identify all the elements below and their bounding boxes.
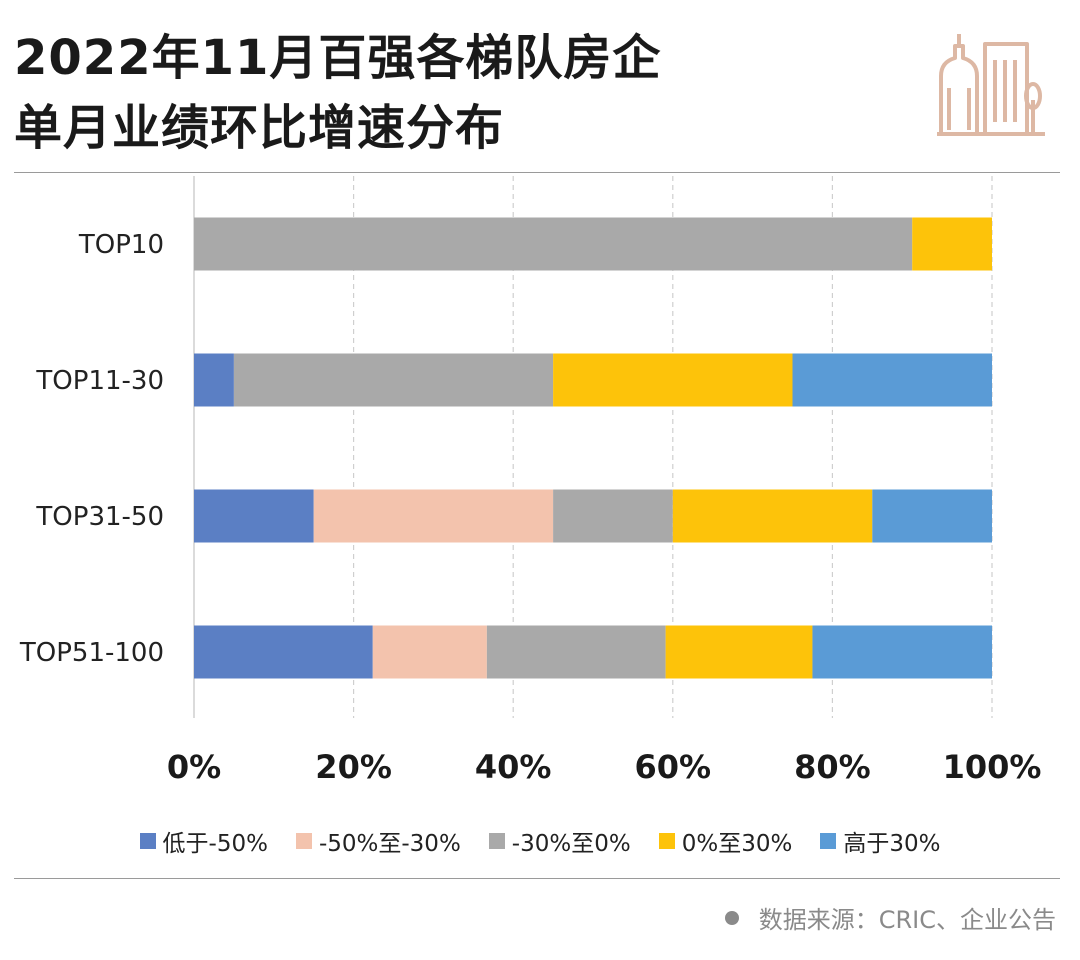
page-title-line-1: 2022年11月百强各梯队房企 <box>14 30 662 86</box>
legend-swatch-5 <box>820 833 837 849</box>
source-text: 数据来源：CRIC、企业公告 <box>758 906 1056 934</box>
legend-item-1: 低于-50% <box>139 824 268 858</box>
bar-segment-3-1 <box>372 625 487 679</box>
building-logo-icon <box>937 34 1045 136</box>
bar-segment-0-2 <box>194 217 913 271</box>
source-note: 数据来源：CRIC、企业公告 <box>724 900 1056 935</box>
bar-segment-2-3 <box>672 489 873 543</box>
bar-segment-1-3 <box>553 353 793 407</box>
category-label-3: TOP51-100 <box>19 638 164 668</box>
bar-segment-1-0 <box>194 353 234 407</box>
bar-segment-3-0 <box>194 625 373 679</box>
legend-item-5: 高于30% <box>820 824 940 858</box>
category-label-0: TOP10 <box>78 230 164 260</box>
chart-legend: 低于-50% -50%至-30% -30%至0% 0%至30% 高于30% <box>0 824 1080 858</box>
bar-segment-0-3 <box>912 217 992 271</box>
bar-segment-1-4 <box>792 353 992 407</box>
x-tick-label-5: 100% <box>943 748 1042 786</box>
category-label-2: TOP31-50 <box>35 502 164 532</box>
x-tick-label-3: 60% <box>635 748 712 786</box>
bottom-divider <box>14 878 1060 879</box>
x-tick-label-0: 0% <box>167 748 221 786</box>
bar-segment-2-2 <box>553 489 673 543</box>
legend-label-5: 高于30% <box>843 831 941 857</box>
bar-segment-3-3 <box>665 625 813 679</box>
legend-swatch-3 <box>488 833 505 849</box>
x-tick-label-2: 40% <box>475 748 552 786</box>
legend-swatch-4 <box>658 833 675 849</box>
bar-segment-2-1 <box>313 489 554 543</box>
legend-label-4: 0%至30% <box>681 831 793 857</box>
page-title-line-2: 单月业绩环比增速分布 <box>14 100 505 156</box>
x-tick-label-1: 20% <box>315 748 392 786</box>
category-label-1: TOP11-30 <box>35 366 164 396</box>
bar-segment-2-4 <box>872 489 992 543</box>
legend-swatch-2 <box>295 833 312 849</box>
x-tick-label-4: 80% <box>794 748 871 786</box>
legend-swatch-1 <box>139 833 156 849</box>
bar-segment-2-0 <box>194 489 314 543</box>
legend-label-1: 低于-50% <box>162 831 268 857</box>
legend-item-3: -30%至0% <box>488 824 631 858</box>
bar-segment-3-4 <box>812 625 992 679</box>
top-divider <box>14 172 1060 173</box>
legend-label-2: -50%至-30% <box>318 831 461 857</box>
legend-item-2: -50%至-30% <box>295 824 461 858</box>
bullet-dot-icon <box>724 910 739 925</box>
bar-segment-1-2 <box>233 353 554 407</box>
legend-item-4: 0%至30% <box>658 824 793 858</box>
legend-label-3: -30%至0% <box>511 831 631 857</box>
bar-segment-3-2 <box>486 625 666 679</box>
